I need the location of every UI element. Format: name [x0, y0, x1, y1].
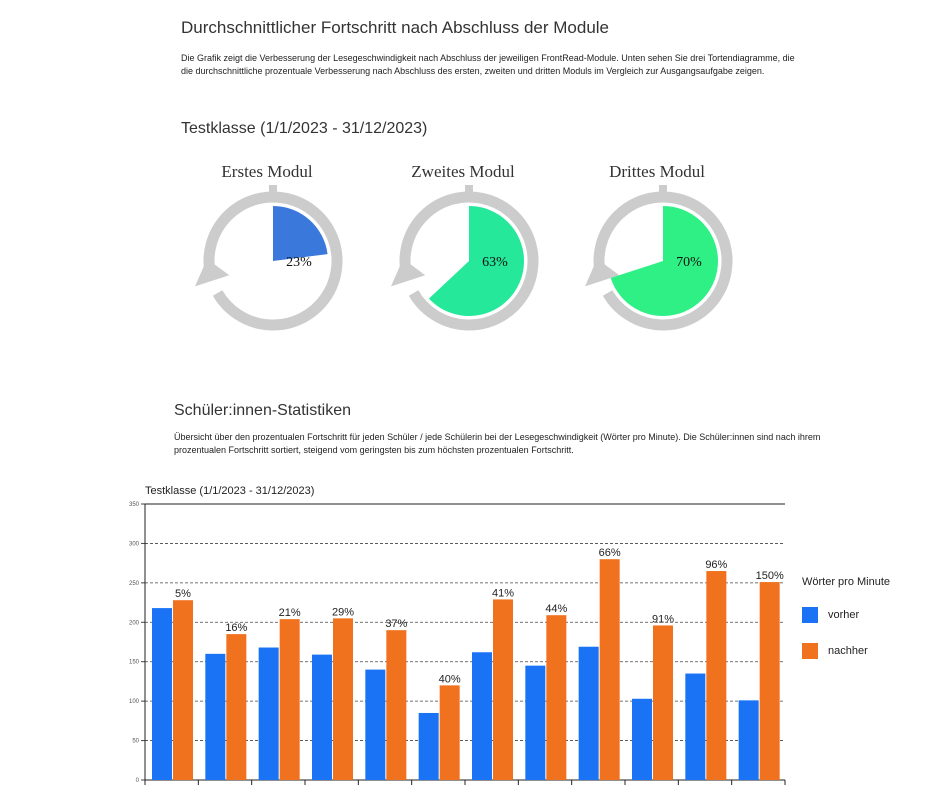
students-title: Schüler:innen-Statistiken — [174, 402, 351, 419]
legend-item-vorher[interactable]: vorher — [802, 607, 859, 623]
gauge-arrow-icon — [585, 258, 620, 287]
gauge-arrow-icon — [195, 258, 230, 287]
bar-vorher — [258, 647, 279, 780]
y-tick-label: 300 — [129, 541, 140, 547]
bar-data-label: 41% — [492, 587, 514, 599]
y-tick-label: 250 — [129, 581, 140, 587]
bar-vorher — [312, 654, 332, 780]
bar-vorher — [525, 665, 546, 780]
bar-data-label: 37% — [385, 618, 407, 630]
legend-label-vorher: vorher — [828, 609, 860, 621]
page-description: Die Grafik zeigt die Verbesserung der Le… — [181, 53, 795, 76]
bar-vorher — [632, 698, 652, 780]
y-tick-label: 200 — [129, 620, 140, 626]
legend-item-nachher[interactable]: nachher — [802, 643, 868, 659]
bar-nachher — [226, 634, 247, 780]
bar-vorher — [205, 653, 226, 780]
gauge-crown — [465, 185, 473, 198]
bar-data-label: 16% — [225, 622, 247, 634]
bar-vorher — [152, 608, 172, 780]
gauge-crown — [659, 185, 667, 198]
legend-title: Wörter pro Minute — [802, 576, 891, 588]
legend-swatch-vorher — [802, 607, 818, 623]
gauge-ring — [203, 191, 343, 331]
y-tick-label: 350 — [129, 502, 140, 508]
bar-data-label: 96% — [705, 559, 727, 571]
bar-vorher — [685, 673, 706, 780]
module-3-gauge: 70% — [585, 185, 733, 331]
bar-nachher — [493, 599, 513, 780]
bar-data-label: 21% — [279, 607, 301, 619]
bar-nachher — [599, 559, 620, 780]
legend-swatch-nachher — [802, 643, 818, 659]
bar-nachher — [653, 625, 673, 780]
y-tick-label: 0 — [136, 778, 140, 784]
page-title: Durchschnittlicher Fortschritt nach Absc… — [181, 18, 610, 37]
bar-vorher — [738, 700, 759, 780]
bar-nachher — [279, 619, 300, 780]
module-1-title: Erstes Modul — [221, 162, 313, 181]
bar-data-label: 29% — [332, 606, 354, 618]
bar-nachher — [173, 600, 193, 780]
students-description: Übersicht über den prozentualen Fortschr… — [174, 432, 821, 455]
module-1-gauge: 23% — [195, 185, 343, 331]
bar-data-label: 40% — [439, 673, 461, 685]
progress-label: 70% — [676, 255, 702, 270]
bar-vorher — [365, 669, 386, 780]
bar-vorher — [472, 652, 492, 780]
gauge-crown — [269, 185, 277, 198]
bar-nachher — [706, 571, 727, 780]
bar-data-label: 44% — [545, 603, 567, 615]
module-2-gauge: 63% — [391, 185, 539, 331]
gauge-ring — [593, 191, 733, 331]
legend-label-nachher: nachher — [828, 645, 868, 657]
progress-slice — [273, 206, 328, 261]
bar-nachher — [439, 685, 460, 780]
bar-nachher — [386, 630, 407, 780]
y-tick-label: 50 — [132, 739, 139, 745]
class-title: Testklasse (1/1/2023 - 31/12/2023) — [181, 120, 428, 137]
module-2-title: Zweites Modul — [411, 162, 515, 181]
progress-slice — [428, 206, 525, 316]
gauge-arrow-icon — [391, 258, 426, 287]
bar-data-label: 5% — [175, 588, 191, 600]
progress-slice — [610, 206, 718, 316]
progress-label: 23% — [286, 255, 312, 270]
progress-label: 63% — [482, 255, 508, 270]
bar-nachher — [333, 618, 353, 780]
bar-nachher — [546, 615, 567, 780]
bar-data-label: 66% — [599, 547, 621, 559]
y-tick-label: 100 — [129, 699, 140, 705]
y-tick-label: 150 — [129, 660, 140, 666]
student-bar-chart: Testklasse (1/1/2023 - 31/12/2023) 0 50 100… — [129, 485, 786, 785]
chart-title: Testklasse (1/1/2023 - 31/12/2023) — [145, 485, 314, 497]
module-3-title: Drittes Modul — [609, 162, 705, 181]
gauge-ring — [399, 191, 539, 331]
bar-data-label: 91% — [652, 613, 674, 625]
bar-nachher — [759, 582, 780, 780]
bar-vorher — [418, 712, 439, 780]
bar-vorher — [578, 646, 599, 780]
bar-data-label: 150% — [756, 570, 784, 582]
